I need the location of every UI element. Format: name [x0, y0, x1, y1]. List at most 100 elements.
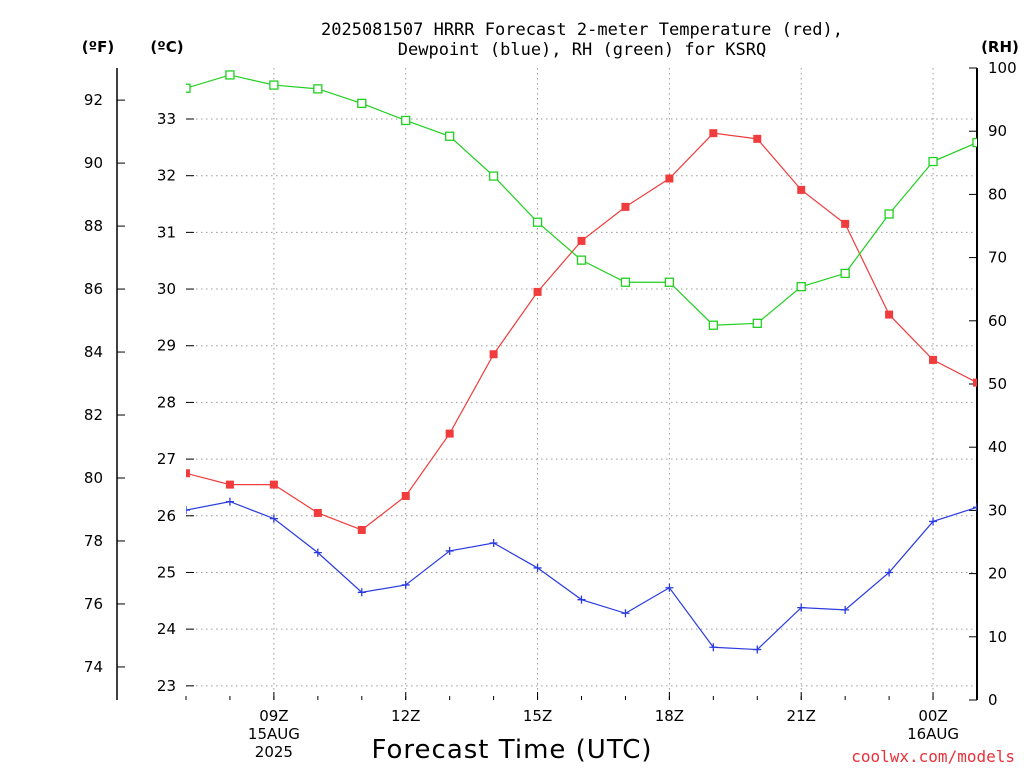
rh-point	[488, 171, 499, 181]
dewpoint-point	[885, 568, 894, 577]
x-tick-label: 2025	[255, 743, 293, 761]
celsius-tick-label: 29	[157, 337, 176, 355]
dewpoint-point	[186, 506, 190, 515]
rh-point	[972, 137, 977, 148]
celsius-tick-label: 27	[157, 450, 176, 468]
rh-tick-label: 0	[988, 691, 998, 709]
rh-tick-label: 20	[988, 565, 1007, 583]
rh-point	[884, 209, 894, 219]
celsius-tick-label: 28	[157, 393, 176, 411]
fahrenheit-tick-label: 78	[84, 532, 103, 550]
dewpoint-point	[753, 645, 762, 654]
temperature-point	[973, 378, 977, 387]
fahrenheit-tick-label: 86	[84, 280, 103, 298]
rh-point	[708, 320, 718, 330]
dewpoint-point	[445, 546, 454, 555]
dewpoint-point	[401, 580, 410, 589]
rh-point	[928, 156, 938, 167]
x-tick-label: 09Z	[259, 707, 288, 725]
x-tick-label: 15Z	[523, 707, 552, 725]
x-tick-label: 16AUG	[907, 725, 959, 743]
rh-tick-label: 10	[988, 628, 1007, 646]
dewpoint-point	[841, 605, 850, 614]
rh-tick-label: 70	[988, 249, 1007, 267]
rh-point	[225, 70, 235, 80]
celsius-unit-label: (ºC)	[150, 38, 183, 56]
rh-point	[840, 268, 850, 279]
x-tick-label: 12Z	[391, 707, 420, 725]
celsius-tick-label: 32	[157, 167, 176, 185]
rh-tick-label: 60	[988, 312, 1007, 330]
rh-tick-label: 50	[988, 375, 1007, 393]
temperature-point	[753, 134, 762, 143]
series-dewpoint	[186, 497, 977, 654]
temperature-point	[577, 236, 586, 245]
fahrenheit-tick-label: 76	[84, 595, 103, 613]
dewpoint-point	[533, 563, 542, 572]
dewpoint-point	[269, 514, 278, 523]
dewpoint-point	[313, 548, 322, 557]
chart-title-line-2: Dewpoint (blue), RH (green) for KSRQ	[398, 40, 766, 60]
temperature-point	[533, 287, 542, 296]
chart-title-line-1: 2025081507 HRRR Forecast 2-meter Tempera…	[321, 20, 843, 40]
celsius-tick-label: 25	[157, 563, 176, 581]
temperature-point	[445, 429, 454, 438]
dewpoint-point	[621, 609, 630, 618]
celsius-tick-label: 31	[157, 223, 176, 241]
credit-text: coolwx.com/models	[851, 747, 1015, 766]
rh-point	[269, 80, 279, 90]
x-axis-label: Forecast Time (UTC)	[371, 735, 652, 765]
series-temperature	[186, 129, 977, 534]
dewpoint-point	[357, 588, 366, 597]
fahrenheit-tick-label: 84	[84, 343, 103, 361]
dewpoint-point	[489, 538, 498, 547]
temperature-point	[929, 355, 938, 364]
temperature-point	[841, 219, 850, 228]
rh-line	[186, 74, 977, 326]
x-tick-label: 21Z	[787, 707, 816, 725]
rh-point	[401, 115, 411, 126]
celsius-tick-label: 23	[157, 677, 176, 695]
grid-lines	[186, 68, 977, 700]
fahrenheit-tick-label: 90	[84, 154, 103, 172]
series-rh	[186, 70, 977, 330]
temperature-point	[489, 350, 498, 359]
dewpoint-point	[225, 497, 234, 506]
fahrenheit-tick-label: 88	[84, 217, 103, 235]
temperature-point	[313, 508, 322, 517]
rh-point	[445, 131, 455, 141]
dewpoint-point	[709, 643, 718, 652]
temperature-point	[401, 491, 410, 500]
fahrenheit-tick-label: 74	[84, 658, 103, 676]
temperature-point	[269, 480, 278, 489]
data-series	[186, 70, 977, 654]
dewpoint-point	[577, 595, 586, 604]
rh-tick-label: 90	[988, 122, 1007, 140]
rh-point	[186, 83, 191, 93]
celsius-tick-label: 30	[157, 280, 176, 298]
fahrenheit-tick-label: 82	[84, 406, 103, 424]
temperature-line	[186, 132, 977, 531]
dewpoint-point	[929, 517, 938, 526]
rh-point	[357, 98, 367, 109]
rh-point	[532, 217, 543, 227]
x-tick-label: 18Z	[655, 707, 684, 725]
rh-tick-label: 100	[988, 59, 1017, 77]
rh-unit-label: (RH)	[981, 38, 1019, 56]
fahrenheit-unit-label: (ºF)	[82, 38, 114, 56]
rh-point	[620, 277, 631, 287]
celsius-tick-label: 33	[157, 110, 176, 128]
rh-point	[313, 84, 323, 94]
temperature-point	[885, 310, 894, 319]
temperature-point	[186, 469, 190, 478]
rh-tick-label: 80	[988, 185, 1007, 203]
celsius-tick-label: 24	[157, 620, 176, 638]
temperature-point	[665, 174, 674, 183]
axes: 23 24 25 26 27 28 29 30 31 32 33 74 76 78 80 82 84 86 88 90…	[84, 59, 1017, 709]
temperature-point	[709, 129, 718, 138]
dewpoint-point	[973, 503, 977, 512]
rh-tick-label: 30	[988, 501, 1007, 519]
dewpoint-line	[186, 500, 977, 651]
